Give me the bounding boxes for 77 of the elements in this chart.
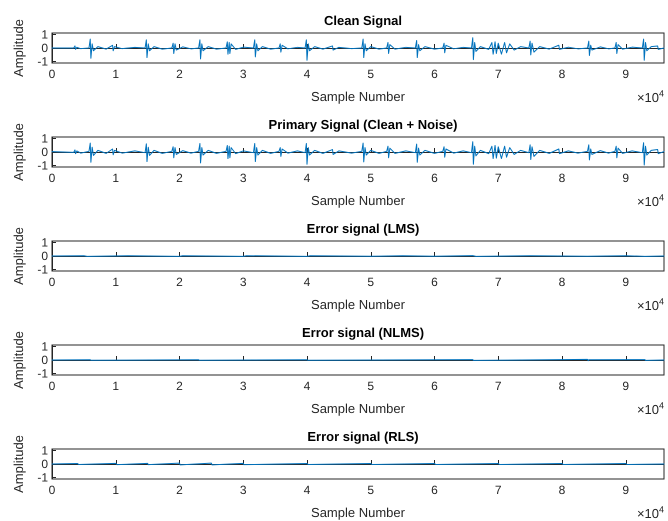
chart-title: Primary Signal (Clean + Noise) (268, 117, 458, 132)
x-tick-label: 2 (176, 483, 184, 497)
chart-title: Error signal (LMS) (306, 221, 420, 236)
x-tick-label: 7 (494, 379, 502, 393)
y-tick-label: -1 (37, 54, 48, 69)
x-tick-label: 4 (304, 67, 311, 81)
x-tick-label: 2 (176, 171, 184, 185)
x-tick-label: 4 (304, 379, 311, 393)
y-tick-label: -1 (37, 262, 48, 277)
chart-title: Error signal (NLMS) (302, 325, 424, 340)
x-tick-label: 2 (176, 379, 184, 393)
line-series (52, 141, 664, 166)
x-tick-label: 9 (622, 275, 630, 289)
x-tick-label: 3 (240, 275, 247, 289)
x-axis-title: Sample Number (311, 193, 406, 208)
x-tick-label: 3 (240, 67, 247, 81)
y-tick-label: 0 (41, 457, 48, 471)
y-axis-title: Amplitude (11, 331, 26, 389)
x-axis-title: Sample Number (311, 89, 406, 104)
x-tick-label: 3 (240, 483, 247, 497)
y-tick-label: -1 (37, 470, 48, 485)
x-axis-title: Sample Number (311, 297, 406, 312)
y-tick-label: 0 (41, 353, 48, 367)
x-tick-label: 8 (558, 67, 566, 81)
x-tick-label: 1 (112, 171, 120, 185)
x-tick-label: 8 (558, 483, 566, 497)
x-tick-label: 6 (431, 275, 438, 289)
x-tick-label: 1 (112, 483, 120, 497)
x-tick-label: 1 (112, 275, 120, 289)
x-tick-label: 1 (112, 67, 120, 81)
x-tick-label: 2 (176, 275, 184, 289)
x-tick-label: 7 (494, 275, 502, 289)
x-tick-label: 6 (431, 379, 438, 393)
x-tick-label: 4 (304, 171, 311, 185)
x-tick-label: 3 (240, 171, 247, 185)
y-tick-label: 1 (41, 339, 48, 354)
x-tick-label: 9 (622, 379, 630, 393)
x-tick-label: 9 (622, 67, 630, 81)
x-tick-label: 7 (494, 483, 502, 497)
x-tick-label: 6 (431, 171, 438, 185)
x-tick-label: 2 (176, 67, 184, 81)
x-tick-label: 8 (558, 275, 566, 289)
y-axis-title: Amplitude (11, 227, 26, 285)
x-tick-label: 1 (112, 379, 120, 393)
y-tick-label: -1 (37, 158, 48, 173)
y-tick-label: -1 (37, 366, 48, 381)
x-tick-label: 6 (431, 483, 438, 497)
x-tick-label: 7 (494, 171, 502, 185)
y-axis-title: Amplitude (11, 19, 26, 77)
line-series (52, 37, 664, 61)
x-tick-label: 4 (304, 483, 311, 497)
x-tick-label: 5 (367, 275, 374, 289)
y-tick-label: 1 (41, 235, 48, 250)
x-tick-label: 9 (622, 483, 630, 497)
y-tick-label: 0 (41, 41, 48, 55)
x-tick-label: 7 (494, 67, 502, 81)
x-tick-label: 6 (431, 67, 438, 81)
x-tick-label: 9 (622, 171, 630, 185)
x-axis-title: Sample Number (311, 505, 406, 520)
y-tick-label: 1 (41, 131, 48, 146)
chart-title: Clean Signal (324, 13, 402, 28)
x-tick-label: 5 (367, 67, 374, 81)
x-tick-label: 5 (367, 171, 374, 185)
x-tick-label: 5 (367, 483, 374, 497)
x-tick-label: 8 (558, 379, 566, 393)
x-tick-label: 3 (240, 379, 247, 393)
y-tick-label: 0 (41, 145, 48, 159)
y-tick-label: 0 (41, 249, 48, 263)
chart-title: Error signal (RLS) (307, 429, 419, 444)
y-axis-title: Amplitude (11, 123, 26, 181)
y-tick-label: 1 (41, 443, 48, 458)
x-axis-title: Sample Number (311, 401, 406, 416)
x-tick-label: 8 (558, 171, 566, 185)
y-axis-title: Amplitude (11, 435, 26, 493)
x-tick-label: 5 (367, 379, 374, 393)
x-tick-label: 4 (304, 275, 311, 289)
y-tick-label: 1 (41, 27, 48, 42)
